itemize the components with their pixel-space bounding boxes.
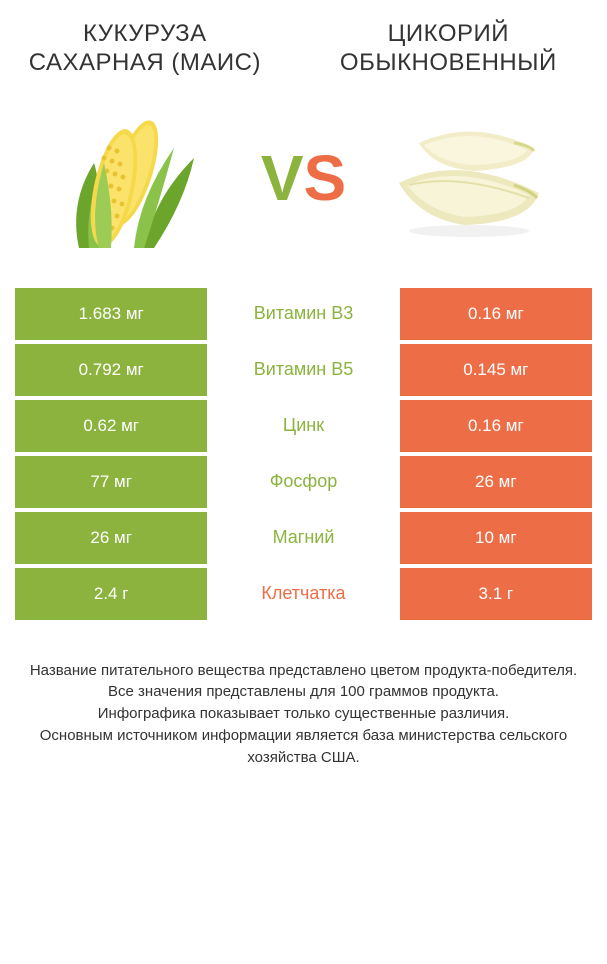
footer-line-1: Название питательного вещества представл… [25,660,582,682]
corn-image [54,103,234,253]
cell-right-value: 10 мг [400,512,592,564]
table-row: 2.4 гКлетчатка3.1 г [15,568,592,620]
title-right: ЦИКОРИЙ ОБЫКНОВЕННЫЙ [275,20,592,78]
cell-nutrient-label: Фосфор [207,456,399,508]
cell-right-value: 0.145 мг [400,344,592,396]
images-row: VS [15,103,592,253]
cell-right-value: 26 мг [400,456,592,508]
cell-left-value: 77 мг [15,456,207,508]
infographic-container: КУКУРУЗА САХАРНАЯ (МАИС) ЦИКОРИЙ ОБЫКНОВ… [0,0,607,788]
cell-right-value: 3.1 г [400,568,592,620]
cell-nutrient-label: Витамин B5 [207,344,399,396]
cell-nutrient-label: Цинк [207,400,399,452]
vs-s: S [304,141,347,215]
footer-notes: Название питательного вещества представл… [15,660,592,769]
cell-left-value: 1.683 мг [15,288,207,340]
footer-line-4: Основным источником информации является … [25,725,582,769]
comparison-table: 1.683 мгВитамин B30.16 мг0.792 мгВитамин… [15,288,592,620]
cell-left-value: 26 мг [15,512,207,564]
cell-right-value: 0.16 мг [400,288,592,340]
cell-left-value: 0.792 мг [15,344,207,396]
footer-line-2: Все значения представлены для 100 граммо… [25,681,582,703]
cell-right-value: 0.16 мг [400,400,592,452]
cell-left-value: 0.62 мг [15,400,207,452]
title-left: КУКУРУЗА САХАРНАЯ (МАИС) [15,20,275,78]
titles-row: КУКУРУЗА САХАРНАЯ (МАИС) ЦИКОРИЙ ОБЫКНОВ… [15,20,592,78]
table-row: 26 мгМагний10 мг [15,512,592,564]
cell-left-value: 2.4 г [15,568,207,620]
cell-nutrient-label: Клетчатка [207,568,399,620]
chicory-image [374,103,554,253]
table-row: 0.792 мгВитамин B50.145 мг [15,344,592,396]
vs-label: VS [244,141,364,215]
table-row: 77 мгФосфор26 мг [15,456,592,508]
vs-v: V [261,141,304,215]
table-row: 0.62 мгЦинк0.16 мг [15,400,592,452]
table-row: 1.683 мгВитамин B30.16 мг [15,288,592,340]
footer-line-3: Инфографика показывает только существенн… [25,703,582,725]
cell-nutrient-label: Витамин B3 [207,288,399,340]
cell-nutrient-label: Магний [207,512,399,564]
